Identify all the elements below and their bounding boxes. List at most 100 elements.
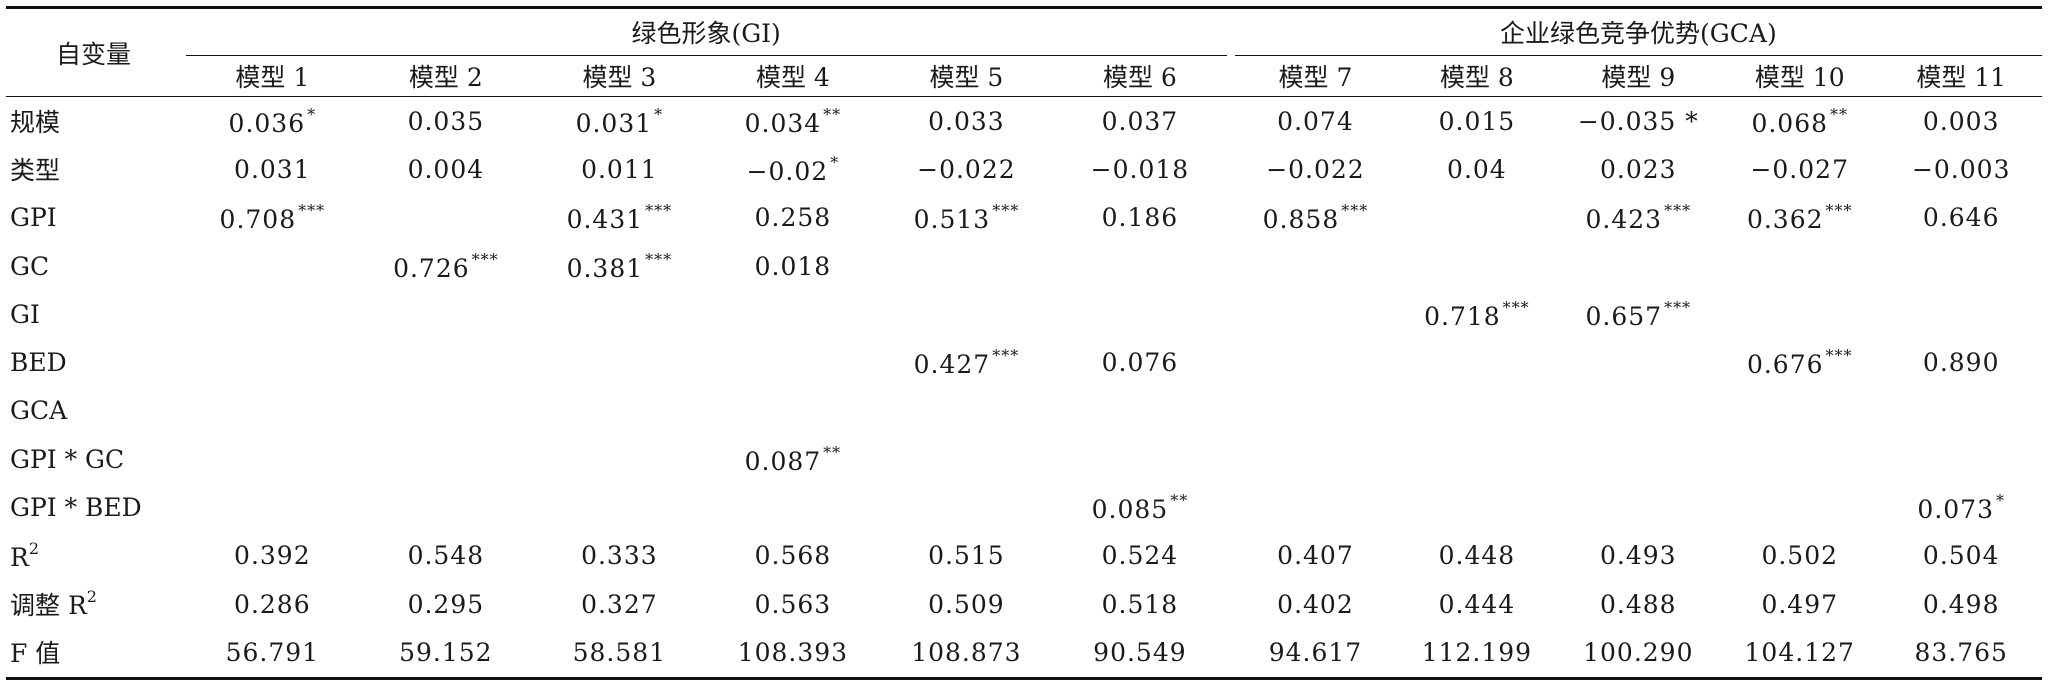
table-cell: 0.073 * [1880,483,2042,531]
cell-value: 0.392 [234,541,311,571]
cell-value: 0.186 [1101,203,1179,233]
table-cell [880,290,1054,338]
table-cell [1719,483,1880,531]
table-row: BED 0.427 *** 0.076 0.676 *** 0.890 [6,338,2042,386]
cell-value: 0.085 [1091,495,1169,525]
table-cell [1235,387,1396,435]
cell-value: 58.581 [572,637,667,667]
table-cell: 0.548 [359,532,533,580]
cell-value: 0.548 [407,541,485,571]
table-cell: 112.199 [1396,628,1558,680]
table-cell [533,338,707,386]
group-gap [1226,6,1235,56]
cell-value: 0.037 [1101,106,1179,136]
table-cell [1880,242,2042,290]
significance-stars: ** [823,442,842,462]
table-cell: −0.027 [1719,145,1880,193]
significance-stars: ** [1830,104,1849,124]
cell-gap [1227,290,1235,338]
cell-value: 0.286 [234,589,311,619]
significance-stars: *** [1664,201,1692,221]
cell-value: 0.074 [1277,106,1354,136]
table-cell [1558,338,1719,386]
row-label: 类型 [6,145,186,193]
cell-value: −0.02 [746,156,829,186]
table-body: 规模 0.036 * 0.035 0.031 * 0.034 ** 0.033 0.037 0.07… [6,97,2042,680]
cell-value: 0.515 [928,541,1005,571]
table-cell: 0.033 [880,97,1054,146]
table-cell: 0.015 [1396,97,1557,146]
cell-value: −0.003 [1911,154,2011,184]
cell-value: 0.444 [1438,589,1516,619]
table-cell: 0.258 [706,194,880,242]
table-cell [1880,290,2042,338]
table-cell: 0.407 [1235,532,1396,580]
row-label: R2 [6,532,186,580]
table-cell [880,435,1054,483]
table-cell: 108.873 [879,628,1054,680]
table-cell: 0.031 [186,145,360,193]
cell-value: 0.258 [754,203,832,233]
table-cell [1235,290,1396,338]
cell-value: 0.011 [581,154,658,184]
table-cell: 0.676 *** [1719,338,1880,386]
model-header: 模型 4 [706,55,880,97]
table-cell [706,387,880,435]
table-cell: 0.515 [880,532,1054,580]
table-cell [186,338,360,386]
cell-gap [1227,435,1235,483]
cell-value: 0.726 [393,253,470,283]
cell-value: 94.617 [1268,637,1363,667]
cell-value: 0.087 [744,446,822,476]
table-cell: 0.074 [1235,97,1396,146]
table-cell: −0.003 [1880,145,2042,193]
table-row: GPI * GC 0.087 ** [6,435,2042,483]
row-label: GI [6,290,186,338]
table-cell [1719,387,1880,435]
row-label-text: GPI * GC [10,444,125,474]
table-cell [880,242,1054,290]
table-cell [359,435,533,483]
significance-stars: * [307,104,317,124]
cell-value: 0.033 [928,106,1005,136]
table-cell: 0.04 [1396,145,1557,193]
significance-stars: *** [992,346,1020,366]
row-label-text: GPI [10,203,57,233]
table-cell: 0.423 *** [1558,194,1719,242]
row-label: F 值 [6,628,186,680]
table-cell: −0.018 [1053,145,1227,193]
table-cell [359,338,533,386]
table-cell: 0.362 *** [1719,194,1880,242]
table-cell [1053,387,1227,435]
table-cell: 0.858 *** [1235,194,1396,242]
cell-value: 0.718 [1424,301,1501,331]
table-cell [1396,338,1557,386]
significance-stars: *** [1825,201,1853,221]
table-cell: 0.646 [1880,194,2042,242]
cell-value: 0.381 [566,253,644,283]
row-label: GPI [6,194,186,242]
variable-column-header: 自变量 [6,6,186,97]
significance-stars: * [830,152,840,172]
table-cell [1558,387,1719,435]
cell-value: −0.035 * [1577,106,1699,136]
cell-gap [1227,532,1235,580]
significance-stars: * [1996,491,2005,511]
table-cell: 0.018 [706,242,880,290]
significance-stars: ** [823,104,842,124]
cell-value: 0.333 [581,541,658,571]
table-cell: −0.035 * [1558,97,1719,146]
table-cell [880,387,1054,435]
cell-value: 0.676 [1746,350,1824,380]
table-cell: 0.718 *** [1396,290,1557,338]
cell-value: 0.518 [1101,589,1179,619]
cell-value: 0.657 [1585,301,1663,331]
table-row: 调整 R2 0.286 0.295 0.327 0.563 0.509 0.518 0.402… [6,580,2042,628]
table-row: R2 0.392 0.548 0.333 0.568 0.515 0.524 0.407 0.4… [6,532,2042,580]
table-row: 类型 0.031 0.004 0.011 −0.02 * −0.022 −0.018 −0.02… [6,145,2042,193]
table-cell [1235,242,1396,290]
table-cell: −0.022 [1235,145,1396,193]
table-cell: 0.427 *** [880,338,1054,386]
table-cell: 0.003 [1880,97,2042,146]
row-label-text: GC [10,251,50,281]
